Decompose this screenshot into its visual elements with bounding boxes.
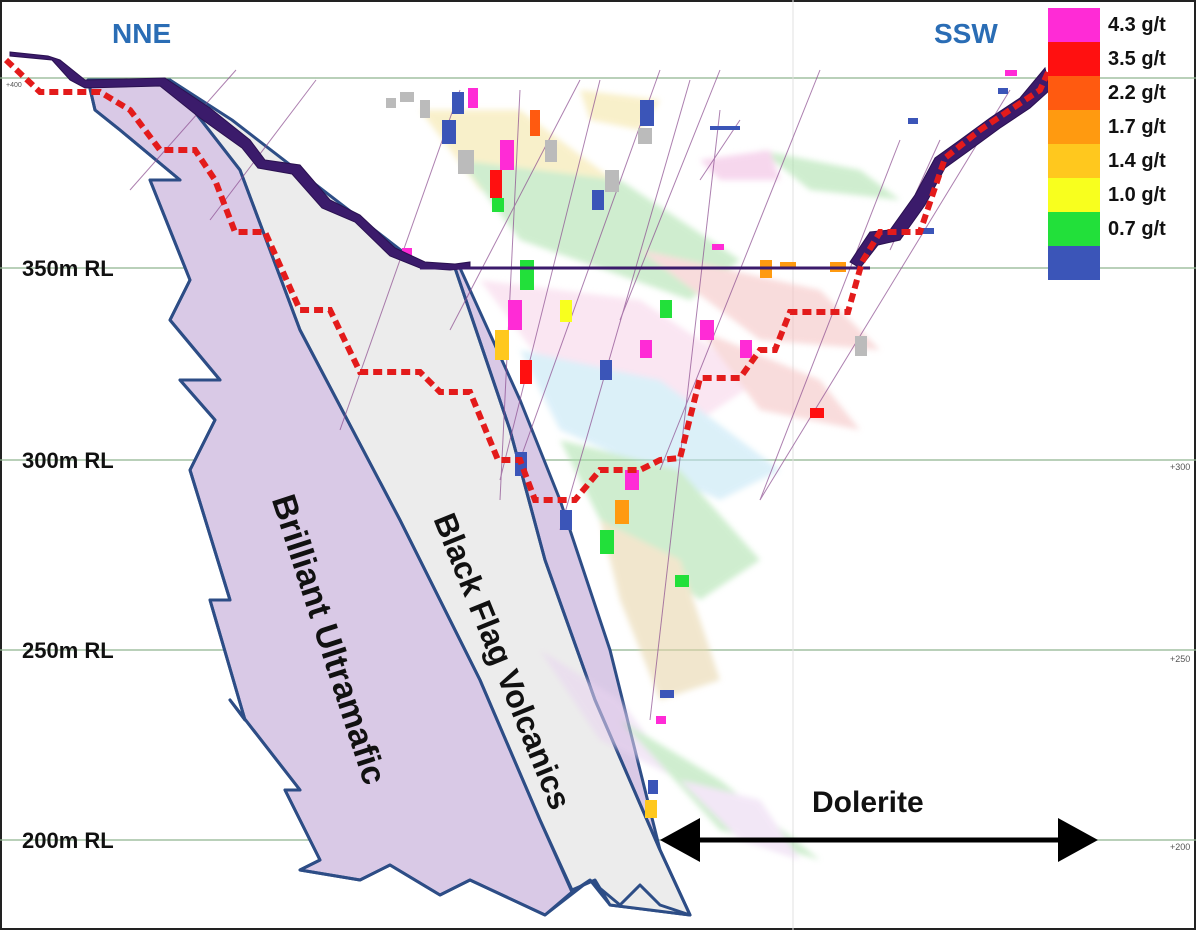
legend-label-3: 2.2 g/t: [1108, 82, 1166, 104]
legend-label-2: 3.5 g/t: [1108, 48, 1166, 70]
legend-swatch-4: [1048, 110, 1100, 144]
blob-7: [640, 250, 880, 350]
legend-swatch-5: [1048, 144, 1100, 178]
right-tick-300: +300: [1170, 462, 1191, 472]
drill-intercepts: [386, 70, 1017, 818]
legend-label-6: 1.0 g/t: [1108, 184, 1166, 206]
blob-13: [700, 150, 780, 180]
legend-label-1: 4.3 g/t: [1108, 14, 1166, 36]
rl-label-350: 350m RL: [22, 256, 114, 281]
direction-label-ssw: SSW: [934, 18, 998, 49]
legend-row-3: 2.2 g/t: [1048, 76, 1196, 110]
legend-label-7: 0.7 g/t: [1108, 218, 1166, 240]
legend-row-5: 1.4 g/t: [1048, 144, 1196, 178]
legend-swatch-6: [1048, 178, 1100, 212]
legend-swatch-7: [1048, 212, 1100, 246]
blob-3: [480, 280, 760, 420]
ultramafic-outline: [86, 79, 573, 917]
rl-label-250: 250m RL: [22, 638, 114, 663]
blob-6: [600, 520, 720, 700]
rl-label-200: 200m RL: [22, 828, 114, 853]
legend-swatch-1: [1048, 8, 1100, 42]
legend-label-5: 1.4 g/t: [1108, 150, 1166, 172]
legend-swatch-8: [1048, 246, 1100, 280]
legend-row-2: 3.5 g/t: [1048, 42, 1196, 76]
dolerite-arrow: [660, 818, 1098, 862]
direction-label-nne: NNE: [112, 18, 172, 49]
legend-row-7: 0.7 g/t: [1048, 212, 1196, 246]
legend-row-1: 4.3 g/t: [1048, 8, 1196, 42]
legend-row-4: 1.7 g/t: [1048, 110, 1196, 144]
topographic-surface-right: [849, 66, 1051, 269]
left-tick-400: +400: [6, 82, 22, 89]
legend-label-4: 1.7 g/t: [1108, 116, 1166, 138]
legend-swatch-2: [1048, 42, 1100, 76]
pit-outline: [3, 57, 1053, 503]
label-dolerite: Dolerite: [812, 786, 924, 819]
right-tick-200: +200: [1170, 842, 1191, 852]
blob-12: [760, 150, 900, 200]
right-tick-250: +250: [1170, 654, 1191, 664]
blob-5: [560, 440, 760, 600]
volcanics-outline: [453, 267, 692, 917]
rl-label-300: 300m RL: [22, 448, 114, 473]
blob-4: [520, 350, 780, 500]
legend-row-8: [1048, 246, 1196, 280]
contact-line: [168, 79, 574, 893]
legend-row-6: 1.0 g/t: [1048, 178, 1196, 212]
legend-swatch-3: [1048, 76, 1100, 110]
